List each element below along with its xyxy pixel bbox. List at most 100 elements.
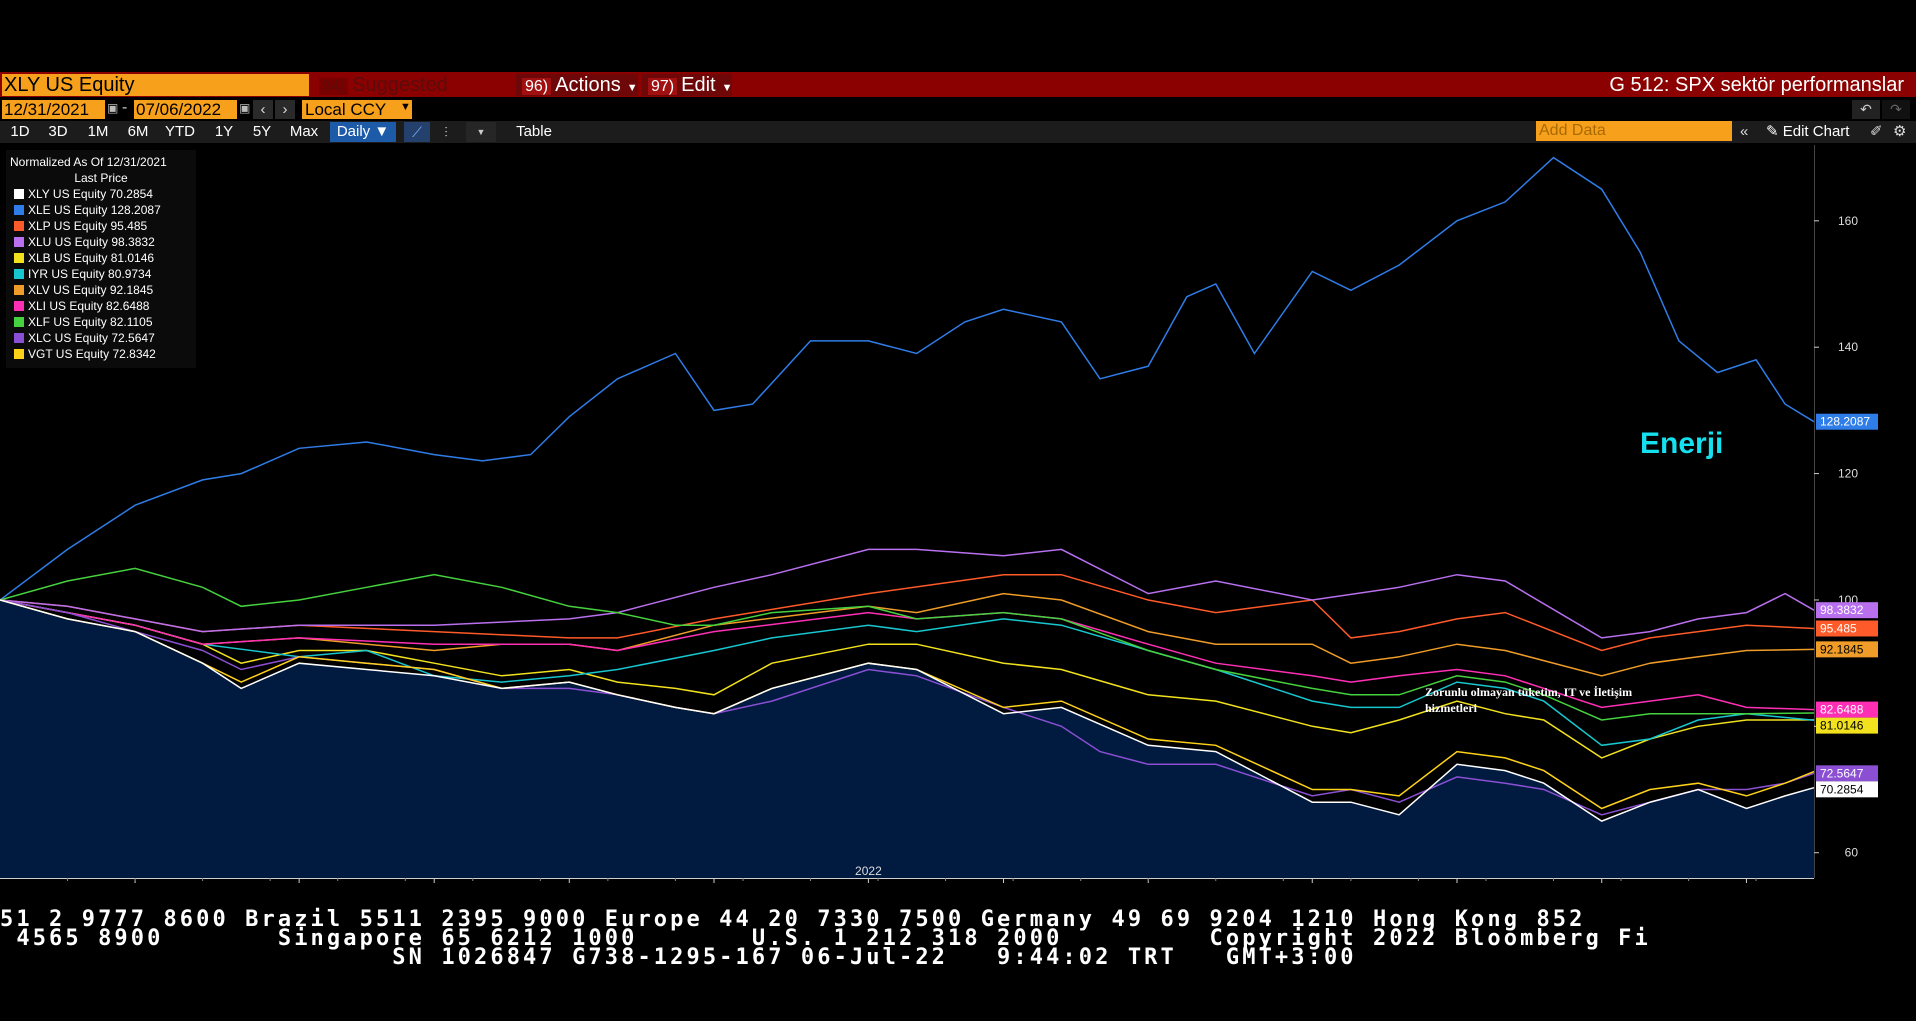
calendar-icon[interactable]: ▣: [239, 101, 251, 115]
edit-menu-button[interactable]: 97) Edit ▼: [642, 74, 732, 96]
y-tick-label: 60: [1845, 846, 1859, 860]
legend-swatch: [14, 301, 24, 311]
chart-legend: Normalized As Of 12/31/2021 Last Price X…: [6, 150, 196, 368]
series-line-xlv: [0, 592, 1815, 677]
legend-swatch: [14, 253, 24, 263]
period-1y-button[interactable]: 1Y: [214, 123, 234, 140]
legend-item[interactable]: XLU US Equity 98.3832: [6, 234, 196, 250]
frequency-select[interactable]: Daily ▼: [330, 122, 396, 142]
edit-chart-button[interactable]: ✎ Edit Chart: [1766, 121, 1849, 143]
line-chart-icon[interactable]: ⟋: [404, 122, 430, 142]
legend-swatch: [14, 221, 24, 231]
graph-title: G 512: SPX sektör performanslar: [1609, 74, 1904, 96]
legend-item[interactable]: XLY US Equity 70.2854: [6, 186, 196, 202]
last-price-tag: [1816, 620, 1878, 637]
period-3d-button[interactable]: 3D: [48, 123, 68, 140]
chevron-down-icon: ▼: [400, 101, 411, 113]
legend-label: XLF US Equity 82.1105: [28, 315, 153, 329]
legend-swatch: [14, 237, 24, 247]
bar-chart-icon[interactable]: ⫶: [444, 124, 448, 140]
calendar-icon[interactable]: ▣: [107, 101, 119, 115]
actions-menu-button[interactable]: 96) Actions ▼: [516, 74, 638, 96]
legend-label: XLE US Equity 128.2087: [28, 203, 161, 217]
x-tick-label: Mar 31: [850, 883, 888, 885]
period-ytd-button[interactable]: YTD: [165, 123, 195, 140]
security-input[interactable]: XLY US Equity: [2, 74, 309, 96]
last-price-label: 82.6488: [1820, 703, 1864, 717]
double-chevron-left-icon[interactable]: «: [1740, 123, 1749, 140]
undo-icon[interactable]: ↶: [1852, 100, 1880, 119]
legend-swatch: [14, 317, 24, 327]
edit-chart-label: Edit Chart: [1782, 123, 1850, 140]
legend-item[interactable]: XLV US Equity 92.1845: [6, 282, 196, 298]
redo-icon[interactable]: ↷: [1882, 100, 1910, 119]
chevron-down-icon: ▼: [721, 82, 733, 94]
last-price-label: 70.2854: [1820, 782, 1864, 796]
y-tick-label: 160: [1838, 214, 1858, 228]
date-separator: -: [122, 99, 128, 116]
next-period-button[interactable]: ›: [275, 100, 295, 119]
chart-type-dropdown-icon[interactable]: ▼: [466, 122, 496, 142]
x-tick-label: May 31: [1437, 883, 1477, 885]
series-line-xly: [0, 599, 1815, 822]
last-price-tag: [1816, 765, 1878, 782]
x-axis-label: 2022: [855, 864, 882, 878]
last-price-label: 98.3832: [1820, 603, 1864, 617]
end-date-input[interactable]: 07/06/2022: [134, 100, 237, 119]
legend-item[interactable]: XLB US Equity 81.0146: [6, 250, 196, 266]
gear-icon[interactable]: ⚙: [1893, 123, 1907, 140]
legend-item[interactable]: XLE US Equity 128.2087: [6, 202, 196, 218]
legend-item[interactable]: VGT US Equity 72.8342: [6, 346, 196, 362]
x-tick-label: Jan 31: [281, 883, 317, 885]
last-price-tag: [1816, 641, 1878, 658]
annotate-icon[interactable]: ✐: [1870, 123, 1883, 140]
period-1m-button[interactable]: 1M: [87, 123, 109, 140]
table-button[interactable]: Table: [516, 123, 552, 140]
start-date-input[interactable]: 12/31/2021: [2, 100, 105, 119]
legend-item[interactable]: XLF US Equity 82.1105: [6, 314, 196, 330]
legend-swatch: [14, 349, 24, 359]
sector-annotation: hizmetleri: [1425, 701, 1478, 715]
edit-number: 97): [648, 78, 678, 95]
line-chart: Jan 14 Jan 31 Feb 14 Feb 28 Mar 15 Mar 31 Apr …: [0, 145, 1878, 885]
last-price-tag: [1816, 717, 1878, 734]
legend-item[interactable]: XLC US Equity 72.5647: [6, 330, 196, 346]
footer-contact-line-2: 4565 8900 Singapore 65 6212 1000 U.S. 1 …: [0, 926, 1651, 951]
series-line-xle: [0, 156, 1815, 601]
legend-swatch: [14, 269, 24, 279]
y-tick-label: 140: [1838, 340, 1858, 354]
currency-select[interactable]: Local CCY: [302, 100, 412, 119]
xly-area-fill: [0, 600, 1814, 878]
last-price-label: 95.485: [1820, 621, 1857, 635]
series-line-xlu: [0, 548, 1815, 639]
last-price-tag: [1816, 701, 1878, 718]
x-tick-label: Jan 14: [117, 883, 153, 885]
period-1d-button[interactable]: 1D: [10, 123, 30, 140]
legend-swatch: [14, 285, 24, 295]
legend-item[interactable]: XLP US Equity 95.485: [6, 218, 196, 234]
previous-period-button[interactable]: ‹: [253, 100, 273, 119]
legend-item[interactable]: XLI US Equity 82.6488: [6, 298, 196, 314]
footer-session-line: SN 1026847 G738-1295-167 06-Jul-22 9:44:…: [0, 945, 1357, 970]
legend-label: XLC US Equity 72.5647: [28, 331, 155, 345]
period-max-button[interactable]: Max: [289, 123, 319, 140]
legend-label: IYR US Equity 80.9734: [28, 267, 152, 281]
period-6m-button[interactable]: 6M: [127, 123, 149, 140]
x-tick-label: Jun 30: [1728, 883, 1764, 885]
legend-label: XLB US Equity 81.0146: [28, 251, 155, 265]
pencil-icon: ✎: [1766, 123, 1779, 140]
energy-annotation: Enerji: [1640, 427, 1723, 460]
last-price-label: 72.5647: [1820, 766, 1864, 780]
legend-label: XLY US Equity 70.2854: [28, 187, 153, 201]
sector-annotation: Zorunlu olmayan tüketim, IT ve İletişim: [1425, 685, 1632, 699]
suggested-charts-button[interactable]: 94)Suggested Charts: [313, 74, 510, 120]
footer-contact-line-1: 51 2 9777 8600 Brazil 5511 2395 9000 Eur…: [0, 907, 1586, 932]
period-5y-button[interactable]: 5Y: [252, 123, 272, 140]
series-line-xlf: [0, 567, 1815, 721]
x-tick-label: Feb 14: [416, 883, 454, 885]
last-price-label: 128.2087: [1820, 415, 1870, 429]
x-tick-label: May 16: [1293, 883, 1333, 885]
last-price-tag: [1816, 413, 1878, 430]
add-data-input[interactable]: Add Data: [1536, 121, 1732, 141]
legend-item[interactable]: IYR US Equity 80.9734: [6, 266, 196, 282]
